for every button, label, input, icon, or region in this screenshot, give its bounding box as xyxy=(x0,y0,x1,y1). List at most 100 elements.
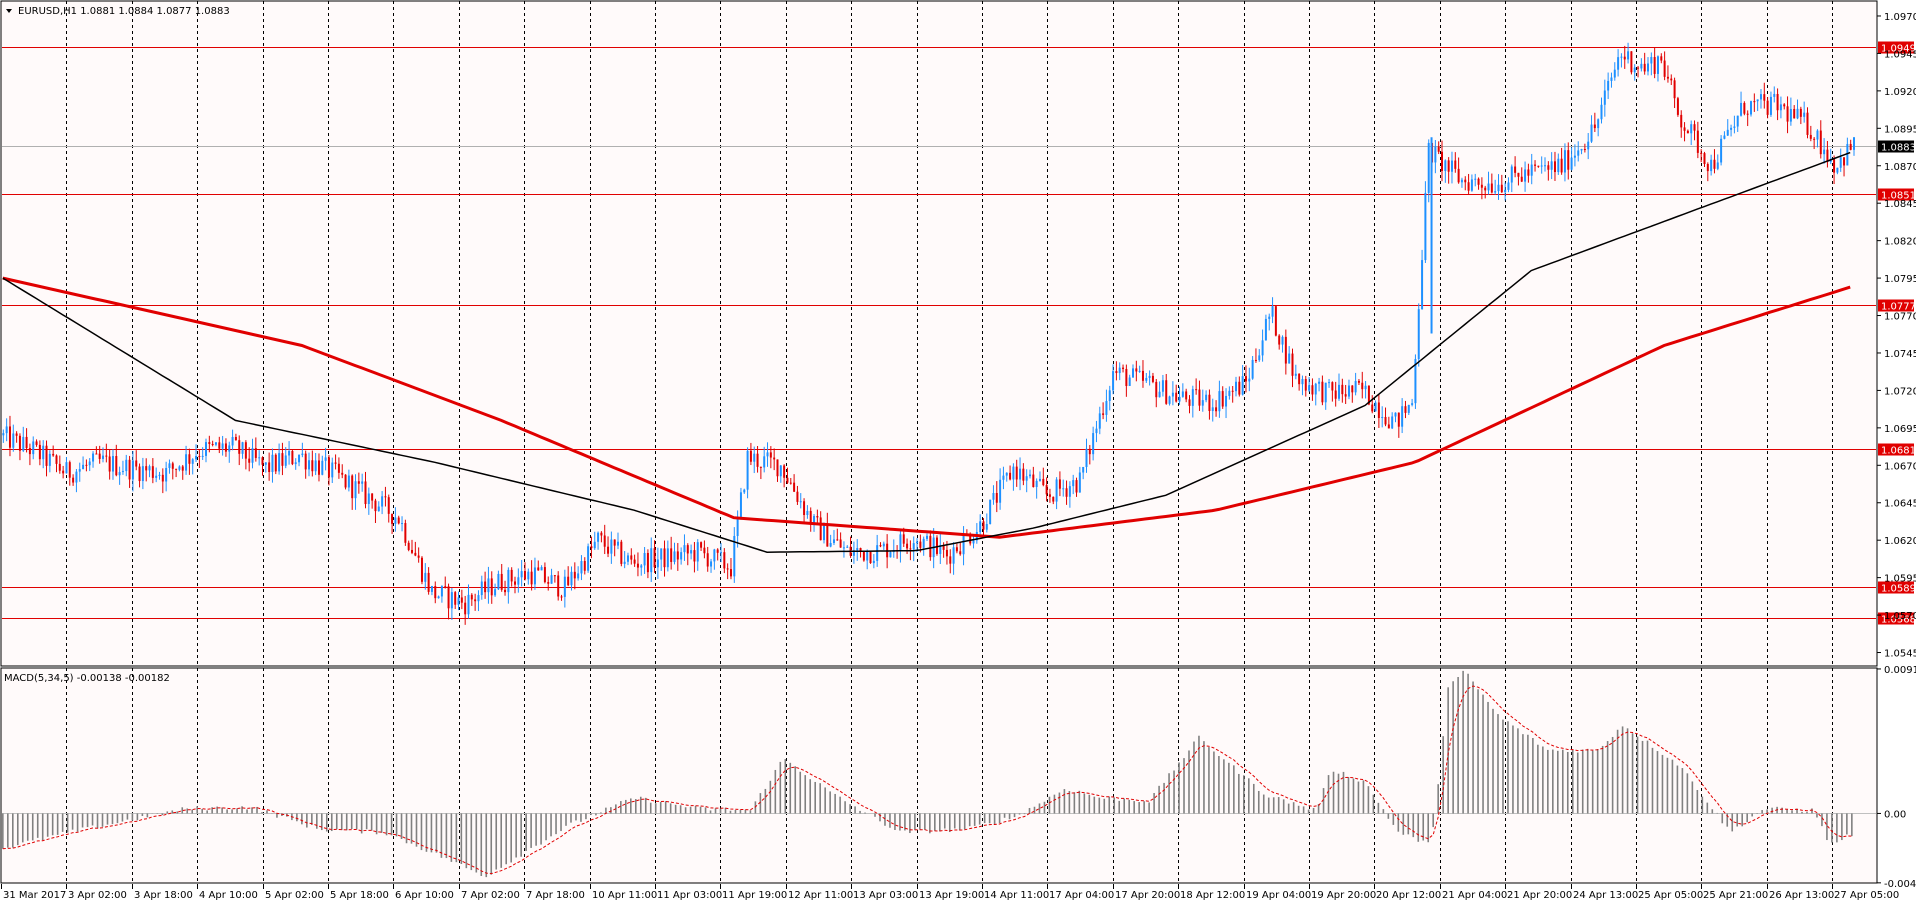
candle-body xyxy=(1573,155,1576,158)
candle-body xyxy=(1560,158,1563,173)
candle-body xyxy=(1225,395,1228,407)
candle-body xyxy=(1833,158,1836,173)
candle-body xyxy=(1231,390,1234,392)
candle-body xyxy=(1065,488,1068,497)
candle-body xyxy=(334,462,337,464)
candle-body xyxy=(520,571,523,578)
candle-body xyxy=(401,523,404,525)
candle-body xyxy=(1750,101,1753,115)
candle-body xyxy=(995,493,998,503)
candle-body xyxy=(65,462,68,474)
candle-body xyxy=(1338,384,1341,399)
time-tick-label: 26 Apr 13:00 xyxy=(1769,890,1834,901)
candle-body xyxy=(221,443,224,449)
candle-body xyxy=(254,448,257,458)
candle-body xyxy=(440,586,443,597)
candle-body xyxy=(364,481,367,505)
candle-body xyxy=(214,442,217,445)
candle-body xyxy=(357,481,360,484)
price-tick-label: 1.0770 xyxy=(1884,312,1916,323)
candle-body xyxy=(480,581,483,596)
candle-body xyxy=(1643,63,1646,72)
level-price-label: 1.0851 xyxy=(1881,191,1916,202)
candle-body xyxy=(1102,413,1105,415)
candle-body xyxy=(258,457,261,459)
candle-body xyxy=(1640,63,1643,69)
candle-body xyxy=(1686,130,1689,134)
candle-body xyxy=(690,550,693,554)
candle-body xyxy=(1816,130,1819,140)
macd-panel[interactable] xyxy=(0,667,1878,884)
candle-body xyxy=(457,597,460,605)
triangle-down-icon[interactable] xyxy=(6,9,12,13)
candle-body xyxy=(490,578,493,596)
candle-body xyxy=(1613,69,1616,78)
candle-body xyxy=(331,462,334,478)
candle-body xyxy=(288,450,291,456)
candle-body xyxy=(75,471,78,483)
candle-body xyxy=(414,552,417,556)
candle-body xyxy=(1743,102,1746,114)
candle-body xyxy=(138,466,141,482)
candle-body xyxy=(1756,99,1759,102)
candle-body xyxy=(1676,98,1679,115)
candle-body xyxy=(636,563,639,568)
candle-body xyxy=(836,539,839,541)
candle-body xyxy=(989,499,992,525)
candle-body xyxy=(985,524,988,530)
price-tick-label: 1.0570 xyxy=(1884,611,1916,622)
candle-body xyxy=(1776,93,1779,111)
macd-histogram xyxy=(2,670,1876,878)
level-price-label: 1.0681 xyxy=(1881,446,1916,457)
candle-body xyxy=(583,561,586,571)
candle-body xyxy=(1198,389,1201,406)
candle-body xyxy=(467,594,470,615)
candle-body xyxy=(530,571,533,585)
candle-body xyxy=(1351,385,1354,393)
candle-body xyxy=(1693,124,1696,131)
candle-body xyxy=(982,521,985,530)
candle-body xyxy=(148,466,151,471)
candle-body xyxy=(620,541,623,564)
candle-body xyxy=(1075,480,1078,493)
macd-tick-label: 0.00 xyxy=(1884,809,1906,820)
level-price-tag xyxy=(1878,41,1914,54)
candle-body xyxy=(1354,380,1357,393)
candle-body xyxy=(1703,153,1706,165)
candle-body xyxy=(1404,406,1407,413)
candle-body xyxy=(268,462,271,473)
candle-body xyxy=(185,454,188,471)
candle-body xyxy=(1251,359,1254,379)
candle-body xyxy=(32,441,35,455)
candle-body xyxy=(666,548,669,568)
candle-body xyxy=(1550,161,1553,170)
candle-body xyxy=(753,453,756,462)
price-panel[interactable] xyxy=(0,0,1878,667)
candle-body xyxy=(1706,164,1709,172)
candle-body xyxy=(1244,376,1247,382)
candle-body xyxy=(367,493,370,505)
time-tick-label: 27 Apr 05:00 xyxy=(1834,890,1899,901)
candle-body xyxy=(281,453,284,466)
candle-body xyxy=(1334,390,1337,399)
candle-body xyxy=(1826,149,1829,162)
candle-body xyxy=(1819,130,1822,155)
candle-body xyxy=(700,542,703,548)
horizontal-levels[interactable]: 1.0949 1.0851 1.0777 1.0681 1.0589 1.0568 1.08… xyxy=(2,41,1916,626)
candle-body xyxy=(1653,57,1656,74)
candle-body xyxy=(301,453,304,455)
candle-body xyxy=(1514,166,1517,173)
candle-body xyxy=(1347,385,1350,397)
candle-body xyxy=(1377,402,1380,419)
candle-body xyxy=(1205,394,1208,401)
candle-body xyxy=(1304,379,1307,391)
level-price-tag xyxy=(1878,188,1914,201)
candle-body xyxy=(603,535,606,547)
candle-body xyxy=(1344,394,1347,397)
candle-body xyxy=(1487,183,1490,191)
candle-body xyxy=(959,551,962,555)
candle-body xyxy=(1397,412,1400,427)
candle-body xyxy=(823,523,826,541)
candle-body xyxy=(1766,100,1769,115)
